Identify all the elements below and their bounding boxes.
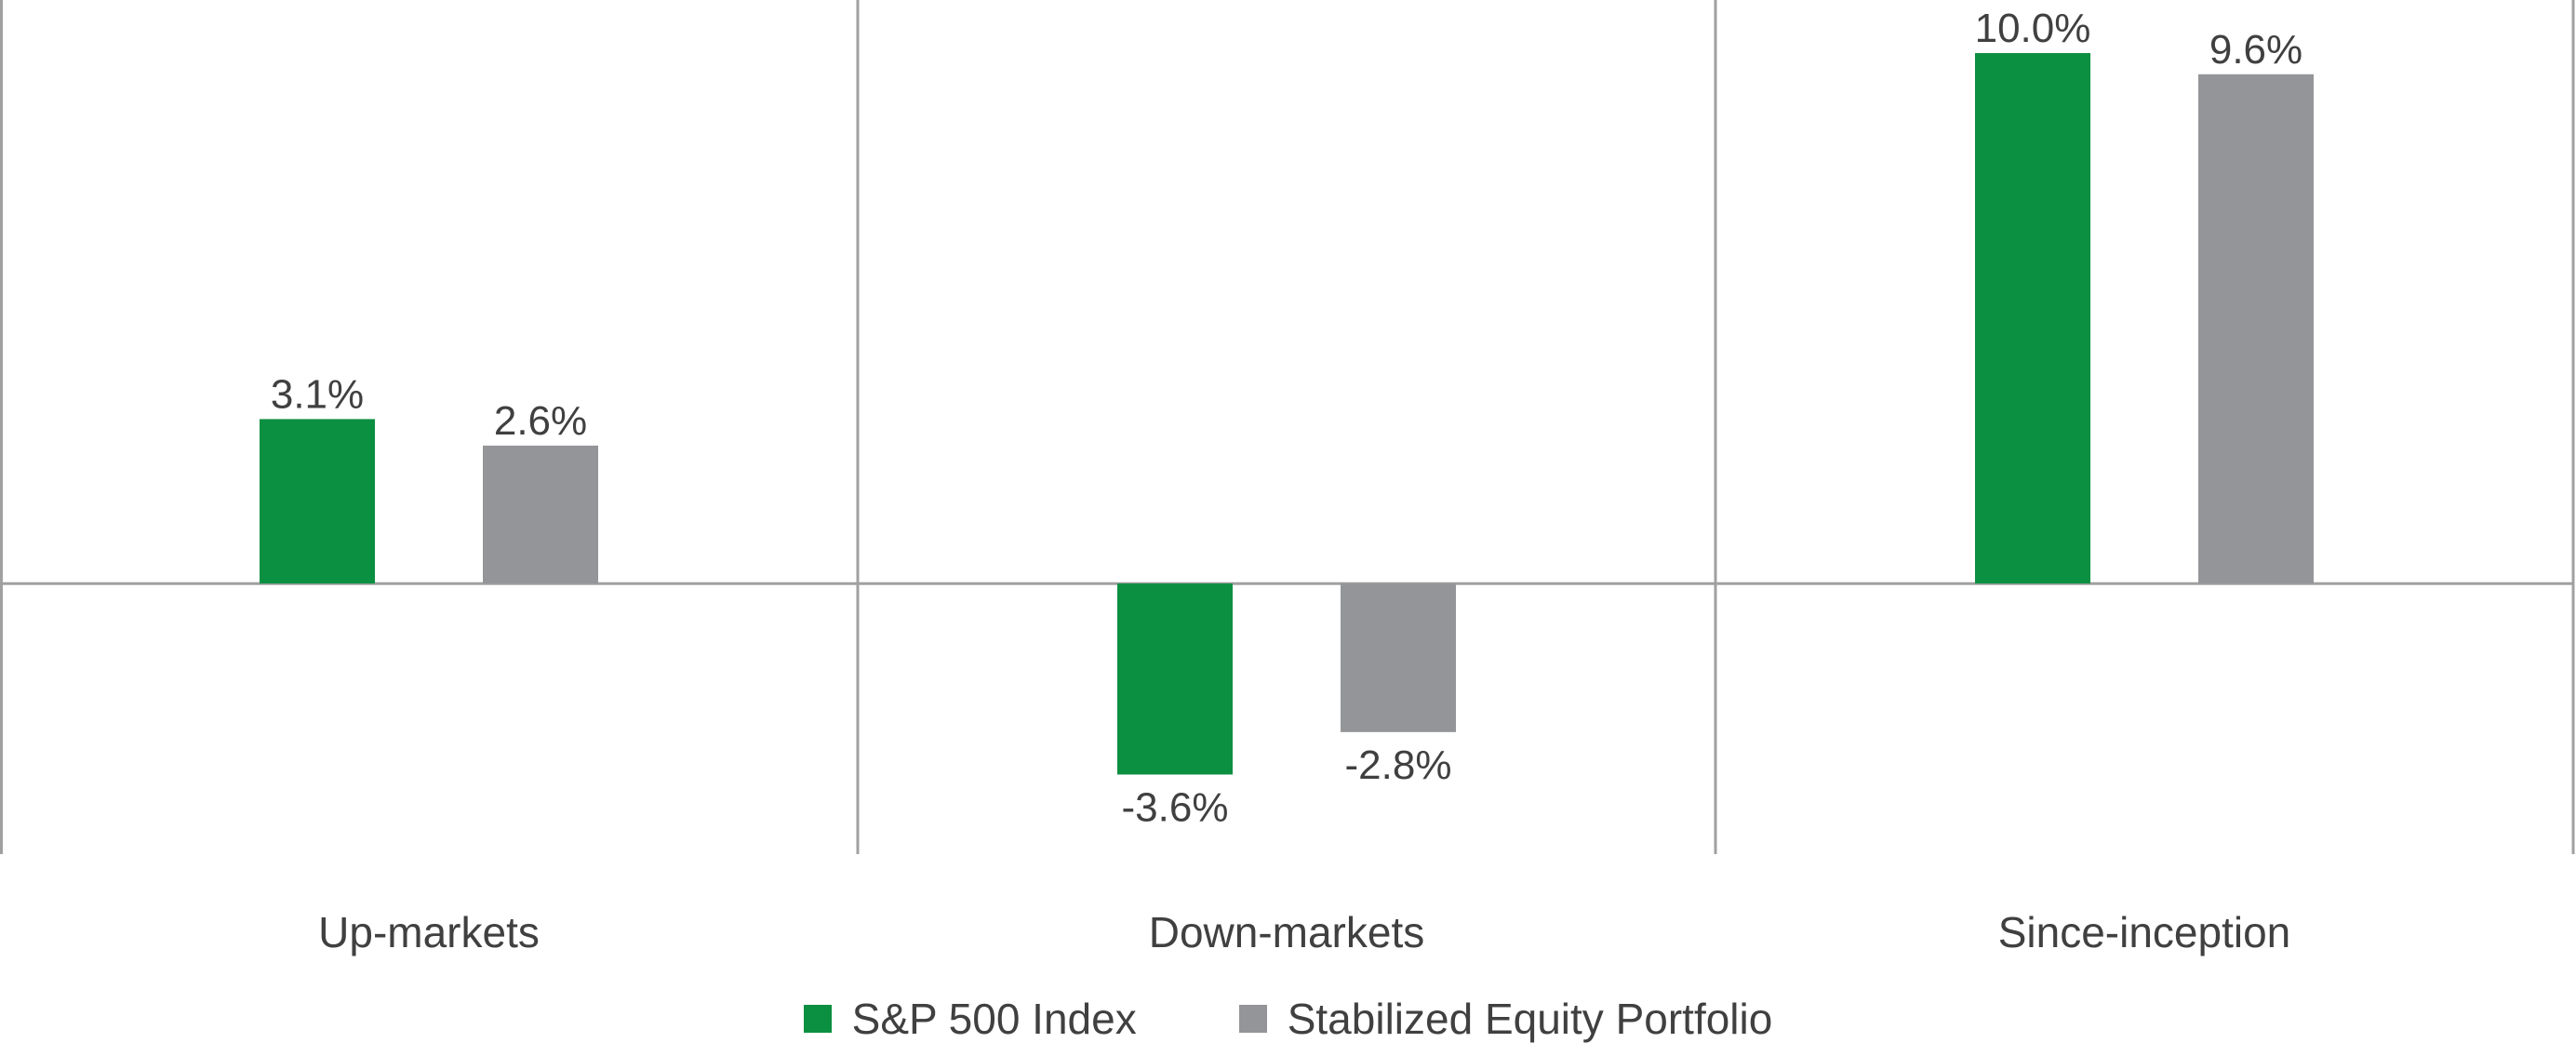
legend-swatch-sp500 [803, 1005, 832, 1033]
data-label-sp500: -3.6% [1122, 784, 1229, 830]
data-label-sp500: 3.1% [271, 371, 364, 417]
bar-sp500 [260, 419, 375, 584]
data-label-stabilized-equity: 2.6% [494, 398, 587, 444]
chart-frame [0, 0, 2575, 854]
chart-legend: S&P 500 Index Stabilized Equity Portfoli… [0, 994, 2576, 1044]
category-label: Up-markets [318, 908, 540, 956]
legend-item-sp500: S&P 500 Index [803, 994, 1137, 1044]
chart-value-labels: 3.1% 2.6% -3.6% -2.8% 10.0% 9.6% [271, 6, 2302, 830]
bar-stabilized-equity [1341, 583, 1456, 732]
legend-label-sp500: S&P 500 Index [851, 995, 1137, 1043]
category-label: Down-markets [1149, 908, 1425, 956]
legend-label-stabilized-equity: Stabilized Equity Portfolio [1287, 995, 1773, 1043]
bar-stabilized-equity [483, 445, 598, 584]
legend-item-stabilized-equity: Stabilized Equity Portfolio [1238, 994, 1773, 1044]
data-label-stabilized-equity: 9.6% [2209, 27, 2302, 73]
bar-sp500 [1117, 583, 1233, 775]
chart-category-labels: Up-markets Down-markets Since-inception [318, 908, 2290, 956]
chart-bars [260, 53, 2314, 775]
bar-stabilized-equity [2198, 74, 2314, 584]
data-label-stabilized-equity: -2.8% [1345, 742, 1452, 788]
category-label: Since-inception [1998, 908, 2291, 956]
data-label-sp500: 10.0% [1975, 6, 2091, 51]
legend-swatch-stabilized-equity [1238, 1005, 1267, 1033]
bar-sp500 [1975, 53, 2090, 584]
